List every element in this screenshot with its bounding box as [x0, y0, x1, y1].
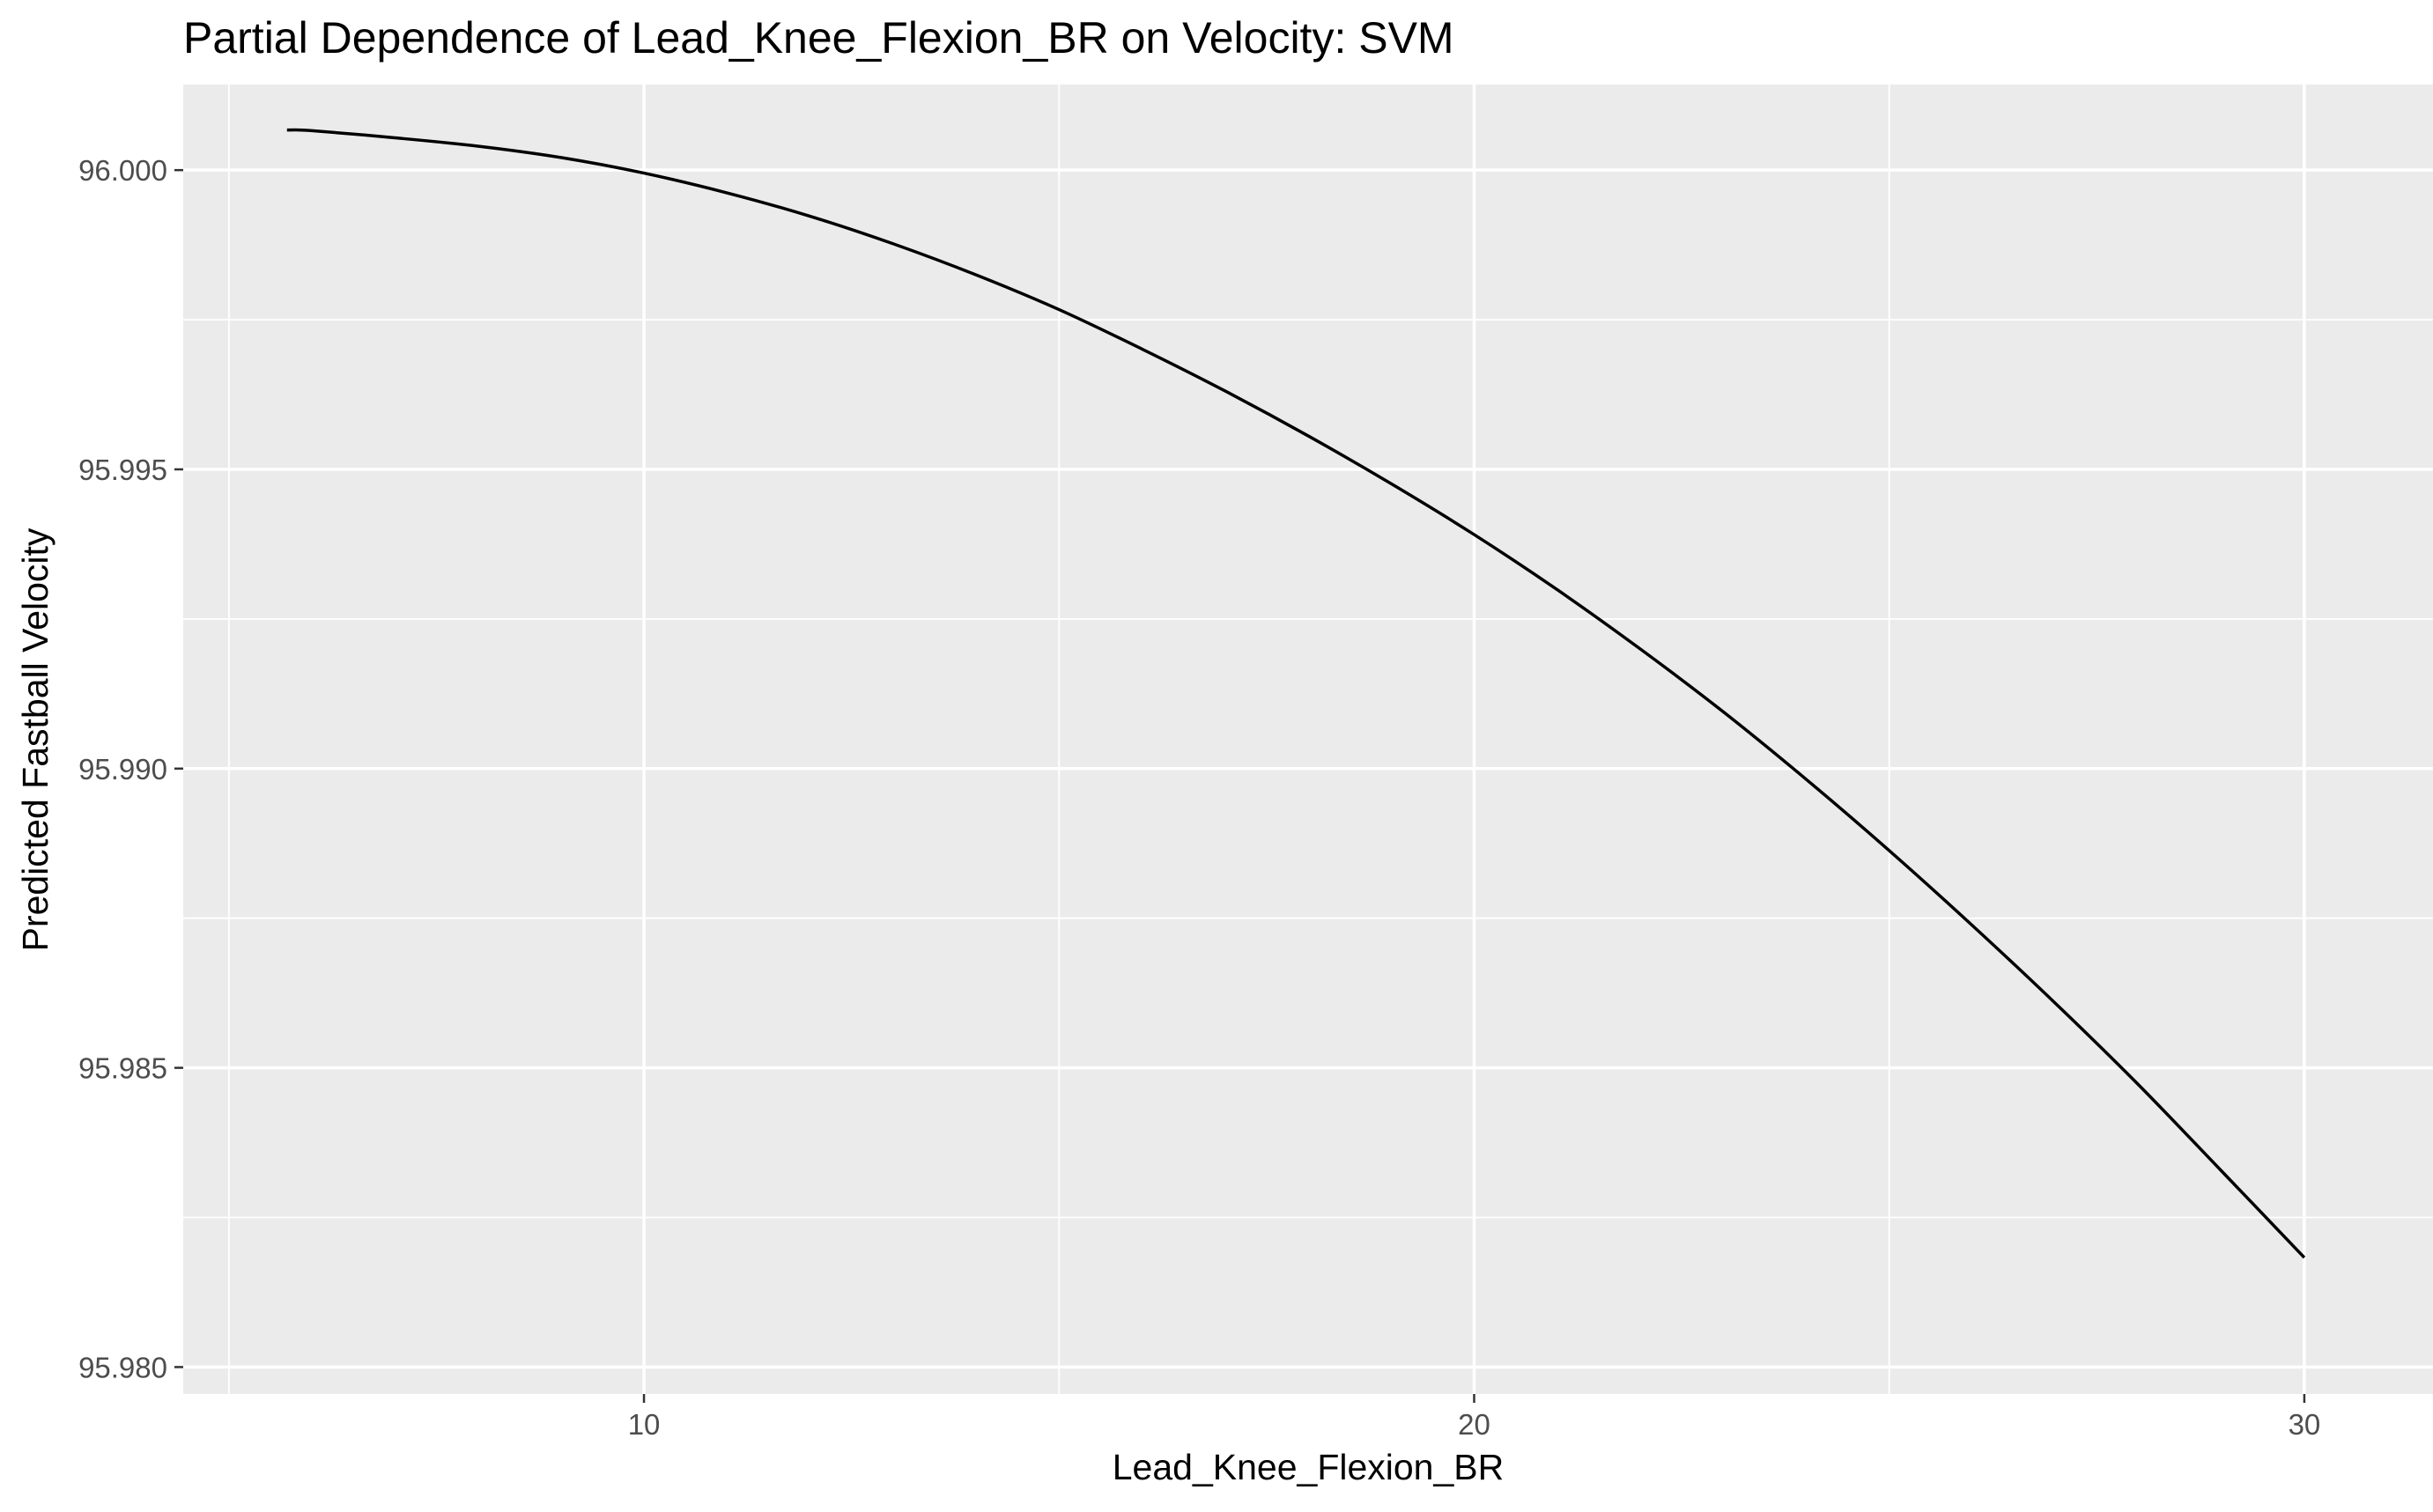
x-axis-title: Lead_Knee_Flexion_BR [1113, 1447, 1505, 1487]
series-layer [286, 128, 2306, 1259]
minor-gridlines [183, 85, 2433, 1394]
y-tick-label: 95.980 [78, 1351, 167, 1383]
chart-title: Partial Dependence of Lead_Knee_Flexion_… [183, 13, 1454, 63]
y-axis-title: Predicted Fastball Velocity [15, 527, 55, 951]
y-tick-label: 95.990 [78, 753, 167, 786]
x-tick-label: 30 [2289, 1408, 2321, 1441]
y-tick-label: 96.000 [78, 154, 167, 187]
series-line [286, 128, 2306, 1259]
y-axis-ticks: 95.980 95.985 95.990 95.995 96.000 [78, 154, 183, 1383]
x-axis-ticks: 10 20 30 [628, 1394, 2321, 1441]
x-tick-label: 10 [628, 1408, 661, 1441]
major-gridlines [183, 85, 2433, 1394]
x-tick-label: 20 [1458, 1408, 1490, 1441]
y-tick-label: 95.985 [78, 1052, 167, 1085]
plot-panel [183, 85, 2433, 1394]
y-tick-label: 95.995 [78, 454, 167, 486]
